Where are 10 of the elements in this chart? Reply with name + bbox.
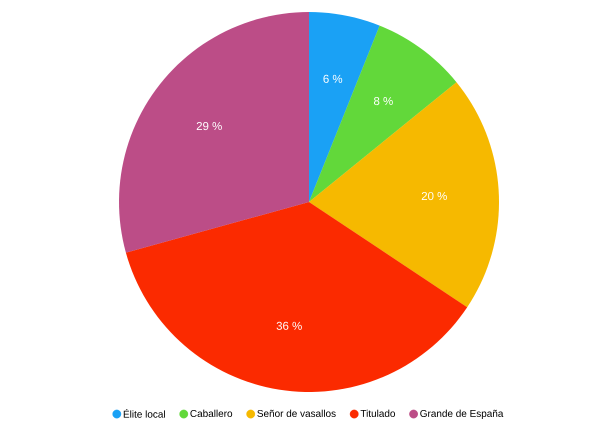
- legend-label: Señor de vasallos: [257, 410, 336, 417]
- data-label: 6 %: [323, 74, 342, 83]
- legend-label: Titulado: [360, 410, 396, 417]
- data-label: 8 %: [374, 96, 393, 106]
- data-label: 29 %: [196, 122, 222, 130]
- legend-label: Élite local: [124, 408, 165, 418]
- data-label: 36 %: [276, 322, 302, 330]
- data-label: 20 %: [422, 192, 447, 200]
- legend-label: Grande de España: [420, 410, 504, 419]
- legend-label: Caballero: [190, 410, 232, 417]
